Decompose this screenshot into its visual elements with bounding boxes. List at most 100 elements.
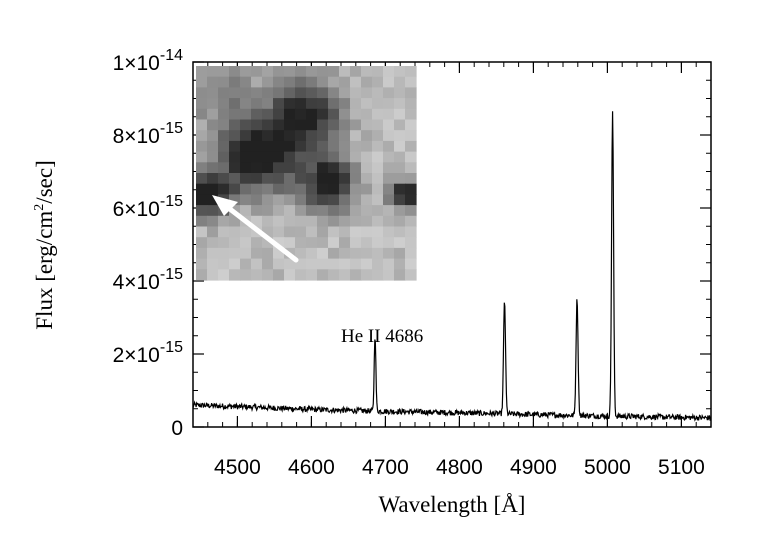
- he-ii-annotation: He II 4686: [341, 326, 423, 347]
- inset-arrow-shaft: [223, 203, 299, 263]
- inset-pixel: [240, 98, 252, 110]
- inset-pixel: [240, 205, 252, 217]
- inset-pixel: [284, 205, 296, 217]
- inset-pixel: [361, 247, 373, 260]
- inset-pixel: [273, 247, 285, 260]
- inset-pixel: [328, 140, 340, 153]
- inset-pixel: [240, 151, 252, 163]
- inset-pixel: [372, 130, 384, 142]
- x-tick-label: 4700: [362, 456, 409, 479]
- inset-pixel: [317, 215, 329, 228]
- inset-pixel: [405, 215, 417, 228]
- inset-pixel: [372, 173, 384, 185]
- inset-pixel: [284, 130, 296, 142]
- inset-pixel: [317, 108, 329, 121]
- inset-pixel: [251, 194, 263, 206]
- inset-pixel: [317, 162, 329, 174]
- inset-pixel: [339, 215, 351, 228]
- inset-pixel: [284, 173, 296, 185]
- inset-pixel: [306, 87, 318, 99]
- inset-pixel: [372, 66, 384, 78]
- inset-pixel: [273, 130, 285, 142]
- inset-pixel: [218, 140, 230, 153]
- inset-pixel: [372, 226, 384, 238]
- inset-pixel: [394, 162, 406, 174]
- inset-pixel: [317, 269, 329, 281]
- x-tick-label: 4600: [288, 456, 335, 479]
- inset-pixel: [284, 162, 296, 174]
- inset-pixel: [306, 98, 318, 110]
- inset-pixel: [361, 108, 373, 121]
- inset-pixel: [229, 194, 241, 206]
- inset-pixel: [229, 140, 241, 153]
- inset-pixel: [306, 76, 318, 88]
- inset-pixel: [295, 215, 307, 228]
- inset-pixel: [251, 205, 263, 217]
- inset-pixel: [328, 108, 340, 121]
- inset-pixel: [240, 194, 252, 206]
- inset-pixel: [196, 151, 208, 163]
- inset-pixel: [251, 108, 263, 121]
- inset-pixel: [394, 108, 406, 121]
- inset-pixel: [229, 215, 241, 228]
- inset-pixel: [229, 237, 241, 249]
- inset-pixel: [273, 162, 285, 174]
- inset-pixel: [361, 183, 373, 195]
- inset-pixel: [350, 151, 362, 163]
- inset-pixel: [196, 205, 208, 217]
- inset-pixel: [361, 119, 373, 131]
- inset-pixel: [383, 87, 395, 99]
- inset-pixel: [350, 215, 362, 228]
- inset-pixel: [317, 194, 329, 206]
- inset-pixel: [383, 173, 395, 185]
- inset-pixel: [295, 247, 307, 260]
- inset-pixel: [273, 98, 285, 110]
- inset-pixel: [196, 108, 208, 121]
- inset-pixel: [196, 215, 208, 228]
- inset-pixel: [372, 237, 384, 249]
- inset-pixel: [262, 108, 274, 121]
- inset-pixel: [251, 87, 263, 99]
- inset-pixel: [339, 87, 351, 99]
- x-tick-label: 4800: [436, 456, 483, 479]
- inset-pixel: [295, 258, 307, 270]
- inset-pixel: [273, 173, 285, 185]
- inset-pixel: [372, 119, 384, 131]
- inset-pixel: [350, 130, 362, 142]
- inset-pixel: [240, 66, 252, 78]
- inset-pixel: [383, 258, 395, 270]
- inset-pixel: [383, 237, 395, 249]
- inset-pixel: [383, 108, 395, 121]
- inset-pixel: [240, 87, 252, 99]
- inset-pixel: [383, 205, 395, 217]
- inset-pixel: [262, 119, 274, 131]
- y-tick-exponent: -14: [160, 47, 183, 64]
- inset-pixel: [262, 151, 274, 163]
- inset-pixel: [394, 119, 406, 131]
- inset-pixel: [295, 119, 307, 131]
- inset-pixel: [317, 130, 329, 142]
- inset-pixel: [383, 226, 395, 238]
- inset-pixel: [394, 151, 406, 163]
- y-tick-mantissa: 0: [171, 417, 183, 440]
- inset-pixel: [361, 194, 373, 206]
- inset-pixel: [317, 226, 329, 238]
- inset-pixel: [328, 162, 340, 174]
- inset-pixel: [295, 108, 307, 121]
- inset-pixel: [306, 173, 318, 185]
- inset-pixel: [229, 258, 241, 270]
- inset-pixel: [251, 258, 263, 270]
- inset-pixel: [284, 258, 296, 270]
- inset-pixel: [262, 269, 274, 281]
- inset-pixel: [306, 215, 318, 228]
- inset-pixel: [350, 119, 362, 131]
- inset-pixel: [262, 66, 274, 78]
- inset-pixel: [405, 130, 417, 142]
- inset-pixel: [306, 151, 318, 163]
- inset-pixel: [328, 226, 340, 238]
- inset-pixel: [383, 247, 395, 260]
- inset-pixel: [240, 162, 252, 174]
- inset-pixel: [339, 237, 351, 249]
- inset-pixel: [317, 87, 329, 99]
- inset-pixel: [251, 183, 263, 195]
